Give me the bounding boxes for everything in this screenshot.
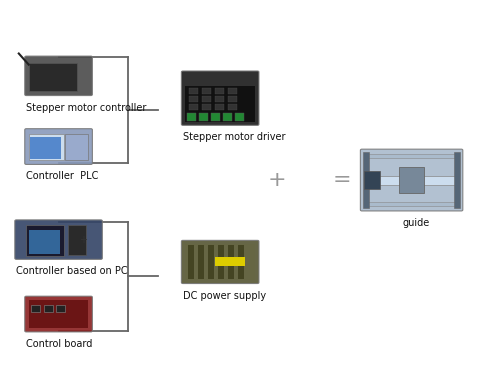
Bar <box>363 152 369 208</box>
Bar <box>28 63 77 91</box>
Bar <box>185 244 256 280</box>
Bar <box>198 245 204 279</box>
FancyBboxPatch shape <box>360 149 463 211</box>
Bar <box>364 176 459 184</box>
Bar <box>234 113 244 121</box>
FancyBboxPatch shape <box>25 56 92 96</box>
Text: DC power supply: DC power supply <box>183 291 266 301</box>
Bar <box>214 104 224 110</box>
Text: +: + <box>80 235 88 244</box>
Bar <box>189 96 198 102</box>
Bar <box>29 230 60 254</box>
Bar <box>364 202 459 206</box>
Bar <box>28 300 88 328</box>
Bar <box>186 86 255 122</box>
Bar <box>187 113 196 121</box>
Text: Controller based on PC: Controller based on PC <box>16 266 128 276</box>
Bar <box>215 258 245 266</box>
FancyBboxPatch shape <box>25 129 92 164</box>
Bar <box>30 137 62 159</box>
FancyBboxPatch shape <box>15 220 102 260</box>
Bar <box>26 225 64 256</box>
Text: Control board: Control board <box>26 339 92 349</box>
Text: +: + <box>268 170 286 190</box>
Bar <box>202 88 210 94</box>
Text: =: = <box>332 170 351 190</box>
Bar <box>189 88 198 94</box>
Bar <box>189 104 198 110</box>
Bar <box>202 104 210 110</box>
Bar <box>228 96 236 102</box>
Text: guide: guide <box>403 218 430 228</box>
Bar <box>68 225 86 255</box>
Bar <box>364 154 459 159</box>
Bar <box>65 135 88 160</box>
Bar <box>214 96 224 102</box>
Text: Controller  PLC: Controller PLC <box>26 171 99 182</box>
Bar <box>222 113 232 121</box>
Bar <box>238 245 244 279</box>
Text: Stepper motor controller: Stepper motor controller <box>26 103 146 112</box>
Bar <box>399 167 424 193</box>
Bar <box>202 96 210 102</box>
Bar <box>214 88 224 94</box>
FancyBboxPatch shape <box>182 71 259 125</box>
Bar <box>364 171 380 189</box>
Bar <box>56 306 65 312</box>
Text: Stepper motor driver: Stepper motor driver <box>183 132 286 142</box>
Bar <box>228 88 236 94</box>
Bar <box>454 152 460 208</box>
Bar <box>44 306 52 312</box>
Bar <box>218 245 224 279</box>
Bar <box>28 134 64 160</box>
Bar <box>210 113 220 121</box>
Bar <box>188 245 194 279</box>
Bar <box>228 104 236 110</box>
FancyBboxPatch shape <box>25 296 92 332</box>
Bar <box>199 113 207 121</box>
Bar <box>31 306 40 312</box>
Bar <box>228 245 234 279</box>
Bar <box>208 245 214 279</box>
FancyBboxPatch shape <box>182 240 259 284</box>
